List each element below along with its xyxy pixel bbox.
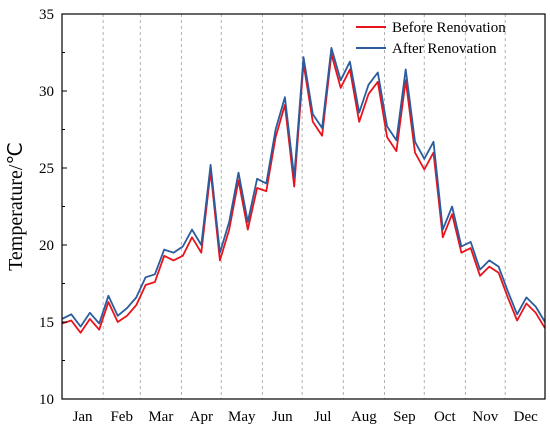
x-tick-label: Jan [73, 409, 93, 425]
x-tick-label: Sep [393, 409, 416, 425]
y-tick-label: 20 [39, 238, 54, 254]
month-grid-lines [102, 14, 506, 399]
y-tick-label: 35 [39, 7, 54, 23]
x-tick-label: Oct [434, 409, 456, 425]
series-line-after [61, 47, 546, 328]
series-lines [61, 47, 546, 334]
x-tick-label: Nov [472, 409, 498, 425]
legend: Before Renovation After Renovation [356, 20, 506, 57]
x-tick-label: Jun [272, 409, 293, 425]
x-tick-label: Dec [514, 409, 538, 425]
x-tick-label: Apr [190, 409, 213, 425]
x-tick-label: Aug [351, 409, 377, 425]
x-axis: Jan Feb Mar Apr May Jun Jul Aug Sep Oct Nov Dec [73, 409, 539, 425]
x-tick-label: Mar [148, 409, 173, 425]
x-tick-label: Feb [110, 409, 133, 425]
series-line-before [61, 53, 546, 334]
y-tick-label: 15 [39, 315, 54, 331]
legend-label-after: After Renovation [392, 41, 497, 57]
y-tick-label: 25 [39, 161, 54, 177]
x-tick-label: Jul [314, 409, 332, 425]
y-tick-label: 30 [39, 84, 54, 100]
legend-label-before: Before Renovation [392, 20, 506, 36]
y-axis-title: Temperature/℃ [5, 142, 27, 271]
y-axis: 10 15 20 25 30 35 [39, 7, 67, 408]
x-tick-label: May [228, 409, 256, 425]
y-tick-label: 10 [39, 392, 54, 408]
